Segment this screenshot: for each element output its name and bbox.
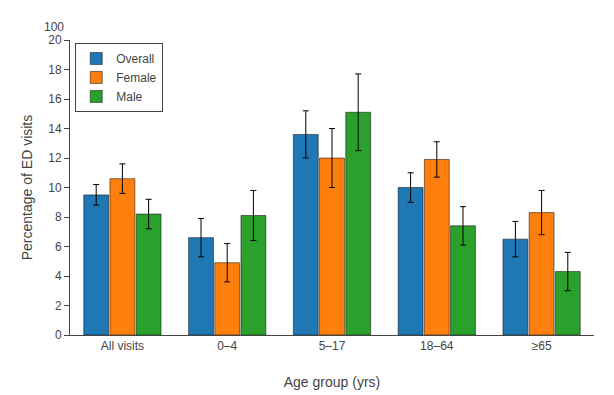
svg-text:18–64: 18–64 [420,339,454,353]
svg-text:14: 14 [48,122,62,136]
svg-text:6: 6 [55,240,62,254]
svg-text:20: 20 [48,33,62,47]
svg-text:8: 8 [55,210,62,224]
svg-text:Male: Male [116,90,142,104]
svg-text:Female: Female [116,71,156,85]
svg-text:12: 12 [48,151,62,165]
svg-text:4: 4 [55,269,62,283]
svg-text:100: 100 [44,20,64,34]
svg-text:0: 0 [55,328,62,342]
svg-text:16: 16 [48,92,62,106]
svg-text:0–4: 0–4 [217,339,237,353]
svg-text:5–17: 5–17 [319,339,346,353]
svg-text:2: 2 [55,299,62,313]
svg-text:All visits: All visits [101,339,144,353]
svg-text:Overall: Overall [116,52,154,66]
svg-text:Percentage of ED visits: Percentage of ED visits [19,115,35,261]
svg-text:10: 10 [48,181,62,195]
svg-text:Age group (yrs): Age group (yrs) [284,374,380,390]
svg-text:18: 18 [48,63,62,77]
svg-text:≥65: ≥65 [532,339,552,353]
